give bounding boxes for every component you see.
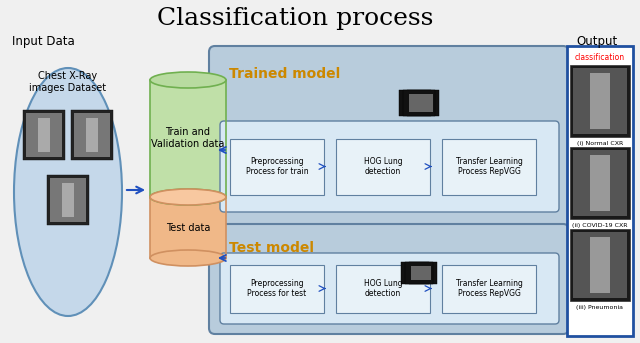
FancyBboxPatch shape bbox=[336, 139, 430, 194]
FancyBboxPatch shape bbox=[209, 224, 569, 334]
Text: Transfer Learning
Process RepVGG: Transfer Learning Process RepVGG bbox=[456, 157, 522, 176]
FancyBboxPatch shape bbox=[23, 110, 65, 160]
FancyBboxPatch shape bbox=[567, 46, 633, 336]
FancyBboxPatch shape bbox=[442, 139, 536, 194]
FancyBboxPatch shape bbox=[150, 197, 226, 258]
FancyBboxPatch shape bbox=[415, 266, 431, 280]
FancyBboxPatch shape bbox=[590, 73, 610, 129]
FancyBboxPatch shape bbox=[413, 94, 433, 112]
FancyBboxPatch shape bbox=[570, 147, 630, 219]
Ellipse shape bbox=[14, 68, 122, 316]
Text: Preprocessing
Process for train: Preprocessing Process for train bbox=[246, 157, 308, 176]
FancyBboxPatch shape bbox=[590, 155, 610, 211]
FancyBboxPatch shape bbox=[409, 262, 437, 284]
FancyBboxPatch shape bbox=[590, 237, 610, 293]
Text: (iii) Pneumonia: (iii) Pneumonia bbox=[577, 305, 623, 309]
FancyBboxPatch shape bbox=[26, 113, 62, 157]
FancyBboxPatch shape bbox=[336, 264, 430, 312]
Ellipse shape bbox=[150, 72, 226, 88]
FancyBboxPatch shape bbox=[230, 139, 324, 194]
Text: classification: classification bbox=[575, 52, 625, 61]
Text: Preprocessing
Process for test: Preprocessing Process for test bbox=[248, 279, 307, 298]
FancyBboxPatch shape bbox=[62, 183, 74, 217]
Text: HOG Lung
detection: HOG Lung detection bbox=[364, 279, 403, 298]
FancyBboxPatch shape bbox=[573, 232, 627, 298]
Text: (ii) COVID-19 CXR: (ii) COVID-19 CXR bbox=[572, 223, 628, 227]
FancyBboxPatch shape bbox=[573, 68, 627, 134]
FancyBboxPatch shape bbox=[38, 118, 50, 152]
FancyBboxPatch shape bbox=[570, 65, 630, 137]
Text: Trained model: Trained model bbox=[229, 67, 340, 81]
Ellipse shape bbox=[150, 189, 226, 205]
Text: Train and
Validation data: Train and Validation data bbox=[151, 127, 225, 149]
Ellipse shape bbox=[150, 250, 226, 266]
FancyBboxPatch shape bbox=[86, 118, 98, 152]
FancyBboxPatch shape bbox=[230, 264, 324, 312]
FancyBboxPatch shape bbox=[407, 266, 423, 280]
FancyBboxPatch shape bbox=[47, 175, 89, 225]
Text: HOG Lung
detection: HOG Lung detection bbox=[364, 157, 403, 176]
FancyBboxPatch shape bbox=[74, 113, 110, 157]
FancyBboxPatch shape bbox=[407, 90, 439, 116]
FancyBboxPatch shape bbox=[220, 253, 559, 324]
FancyBboxPatch shape bbox=[401, 262, 429, 284]
FancyBboxPatch shape bbox=[570, 229, 630, 301]
Ellipse shape bbox=[150, 189, 226, 205]
FancyBboxPatch shape bbox=[405, 262, 433, 284]
FancyBboxPatch shape bbox=[405, 94, 425, 112]
FancyBboxPatch shape bbox=[220, 121, 559, 212]
Text: Test model: Test model bbox=[229, 241, 314, 255]
Text: Classification process: Classification process bbox=[157, 7, 433, 29]
FancyBboxPatch shape bbox=[573, 150, 627, 216]
Text: Test data: Test data bbox=[166, 223, 210, 233]
FancyBboxPatch shape bbox=[150, 80, 226, 197]
FancyBboxPatch shape bbox=[209, 46, 569, 226]
Text: Transfer Learning
Process RepVGG: Transfer Learning Process RepVGG bbox=[456, 279, 522, 298]
FancyBboxPatch shape bbox=[403, 90, 435, 116]
FancyBboxPatch shape bbox=[71, 110, 113, 160]
FancyBboxPatch shape bbox=[442, 264, 536, 312]
FancyBboxPatch shape bbox=[399, 90, 431, 116]
Text: Output: Output bbox=[577, 35, 618, 48]
Text: Chest X-Ray
images Dataset: Chest X-Ray images Dataset bbox=[29, 71, 107, 93]
Text: Input Data: Input Data bbox=[12, 35, 75, 48]
Text: (i) Normal CXR: (i) Normal CXR bbox=[577, 141, 623, 145]
FancyBboxPatch shape bbox=[411, 266, 427, 280]
FancyBboxPatch shape bbox=[50, 178, 86, 222]
FancyBboxPatch shape bbox=[409, 94, 429, 112]
